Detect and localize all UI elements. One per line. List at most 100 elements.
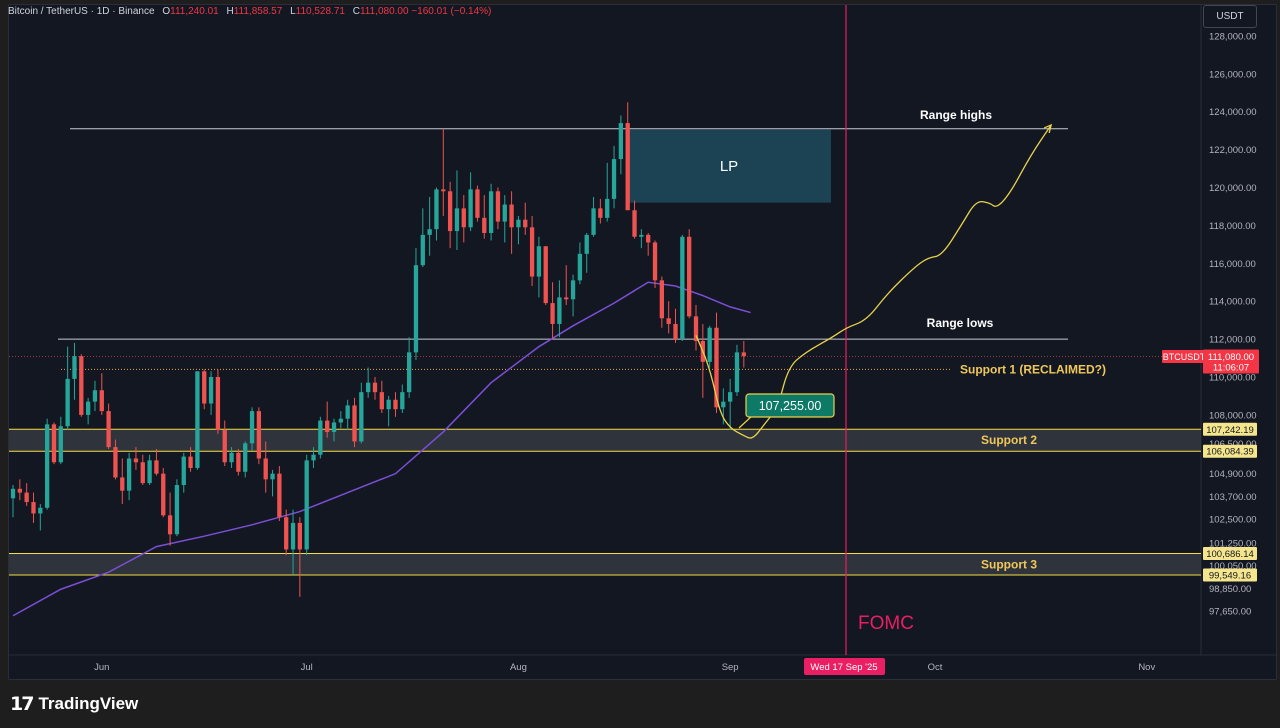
- candle: [447, 181, 453, 249]
- candle: [352, 397, 357, 448]
- candle: [577, 242, 583, 285]
- callout-text: 107,255.00: [759, 399, 822, 413]
- candle: [229, 447, 234, 468]
- candle-body: [693, 316, 699, 341]
- y-tick-label: 116,000.00: [1209, 259, 1256, 270]
- y-tick-label: 104,900.00: [1209, 469, 1257, 480]
- candle: [311, 447, 316, 468]
- price-tag-box: [1203, 568, 1257, 582]
- candle-body: [38, 507, 43, 514]
- candle-body: [318, 420, 323, 455]
- candle-body: [45, 424, 50, 508]
- candle-body: [72, 356, 77, 379]
- candle-body: [181, 456, 186, 486]
- tradingview-logo[interactable]: 17 TradingView: [10, 693, 138, 715]
- candle-body: [427, 229, 432, 235]
- candle-body: [126, 458, 132, 491]
- candle-body: [366, 382, 371, 393]
- range-lows-label: Range lows: [927, 316, 994, 330]
- candle: [550, 282, 555, 340]
- change-value: −160.01 (−0.14%): [411, 6, 492, 17]
- candle-body: [611, 159, 617, 199]
- price-tag-box: [1203, 444, 1257, 458]
- candle-body: [441, 189, 446, 192]
- candle: [161, 467, 166, 518]
- open-label: O: [162, 6, 171, 17]
- candle-body: [147, 460, 152, 484]
- candle-body: [256, 411, 262, 459]
- candle: [126, 452, 132, 501]
- candle-body: [434, 189, 439, 230]
- candle: [379, 380, 384, 414]
- moving-average-line: [12, 281, 751, 617]
- candle: [243, 441, 248, 478]
- chart-panel[interactable]: 128,000.00 126,000.00 124,000.00 122,000.00…: [8, 4, 1277, 680]
- candle: [106, 403, 111, 450]
- candle: [516, 215, 521, 245]
- candle-body: [297, 522, 303, 550]
- y-tick-label: 118,000.00: [1209, 221, 1256, 232]
- price-chart[interactable]: 128,000.00 126,000.00 124,000.00 122,000.00…: [9, 5, 1276, 679]
- candle-body: [24, 492, 29, 503]
- candle-body: [277, 473, 282, 518]
- y-tick-label: 110,000.00: [1209, 373, 1256, 384]
- candle: [236, 449, 241, 476]
- candle: [202, 369, 207, 410]
- candle-body: [591, 208, 596, 235]
- candle: [605, 162, 610, 222]
- currency-button[interactable]: USDT: [1203, 5, 1257, 28]
- symbol-tag-text: BTCUSDT: [1163, 352, 1206, 362]
- projection-path: [695, 124, 1052, 439]
- candle-body: [605, 198, 610, 218]
- candle: [17, 479, 22, 501]
- candle-body: [372, 382, 378, 393]
- candle: [359, 382, 364, 444]
- footer-bar: [0, 680, 1280, 728]
- candle: [707, 325, 712, 368]
- candle: [120, 458, 125, 504]
- candle: [591, 196, 596, 237]
- candle: [557, 280, 562, 338]
- candle: [680, 234, 685, 341]
- candle-body: [106, 411, 111, 448]
- candle: [338, 411, 343, 429]
- fomc-label: FOMC: [858, 613, 914, 634]
- candle: [372, 377, 378, 400]
- candle: [38, 503, 43, 531]
- candle: [215, 369, 221, 434]
- candle: [632, 200, 637, 239]
- candle: [413, 248, 419, 360]
- candle: [277, 466, 282, 522]
- candle-body: [243, 443, 248, 472]
- candle-body: [550, 303, 555, 324]
- candle-body: [741, 352, 746, 357]
- price-tag-text: 100,686.14: [1206, 549, 1254, 560]
- candle-body: [488, 191, 494, 233]
- candle-body: [707, 327, 712, 362]
- candle-body: [659, 280, 664, 319]
- candle-body: [140, 462, 145, 484]
- y-tick-label: 100,050.00: [1209, 561, 1257, 572]
- candle-body: [420, 234, 425, 266]
- candle-body: [99, 390, 104, 412]
- x-tick-label: Aug: [510, 662, 527, 673]
- x-tick-label: Jun: [94, 662, 109, 673]
- candle-body: [174, 485, 180, 535]
- candle-body: [338, 418, 343, 423]
- candle: [393, 392, 398, 417]
- candle: [181, 452, 186, 493]
- symbol-title: Bitcoin / TetherUS · 1D · Binance: [8, 6, 155, 17]
- candle-body: [625, 123, 630, 211]
- candle: [195, 371, 200, 470]
- y-tick-label: 120,000.00: [1209, 183, 1257, 194]
- y-tick-label: 108,000.00: [1209, 410, 1257, 421]
- candle-body: [673, 323, 678, 340]
- support-1-label: Support 1 (RECLAIMED?): [960, 362, 1106, 376]
- y-tick-label: 122,000.00: [1209, 145, 1257, 156]
- price-tag-box: [1203, 422, 1257, 436]
- candle: [147, 454, 152, 486]
- candle: [51, 422, 57, 465]
- candle: [304, 454, 309, 556]
- price-tag-box: [1203, 546, 1257, 560]
- bar-countdown: 11:06:07: [1213, 363, 1249, 374]
